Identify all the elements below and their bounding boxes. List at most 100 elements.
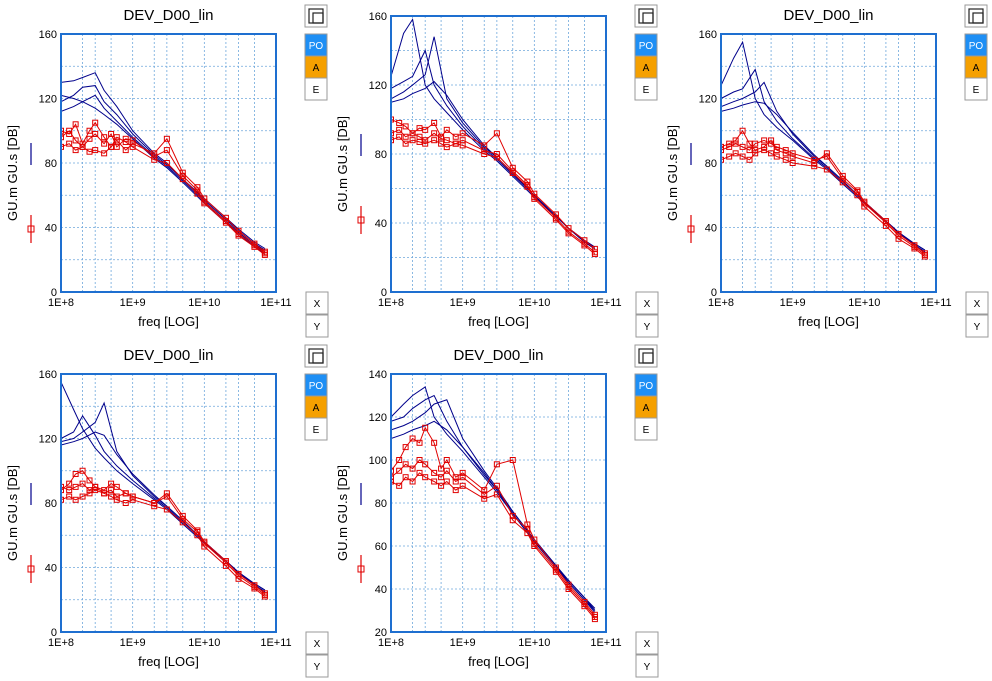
- po-button[interactable]: PO: [304, 33, 328, 57]
- e-button-label: E: [313, 85, 320, 96]
- a-button[interactable]: A: [304, 395, 328, 419]
- legend-gu-m-marker: [27, 565, 35, 573]
- data-point: [409, 137, 416, 144]
- data-point: [773, 153, 780, 160]
- data-point: [396, 467, 403, 474]
- y-tick-label: 120: [699, 94, 717, 106]
- data-point: [552, 568, 559, 575]
- x-axis-button-label: X: [314, 639, 321, 650]
- y-axis-button[interactable]: Y: [635, 654, 659, 678]
- series-line-gu-m-7: [61, 489, 266, 597]
- y-tick-label: 80: [705, 158, 717, 170]
- data-point: [422, 137, 429, 144]
- data-point: [493, 482, 500, 489]
- data-point: [61, 496, 64, 503]
- x-axis-button[interactable]: X: [305, 291, 329, 315]
- data-point: [101, 134, 108, 141]
- data-point: [409, 435, 416, 442]
- x-axis-label: freq [LOG]: [468, 314, 529, 329]
- e-button[interactable]: E: [964, 77, 988, 101]
- data-point: [773, 143, 780, 150]
- x-axis-label: freq [LOG]: [798, 314, 859, 329]
- data-point: [732, 140, 739, 147]
- x-tick-label: 1E+9: [120, 637, 146, 649]
- a-button[interactable]: A: [634, 55, 658, 79]
- data-point: [452, 133, 459, 140]
- data-point: [509, 457, 516, 463]
- data-point: [201, 200, 208, 207]
- data-point: [222, 559, 229, 566]
- data-point: [481, 495, 488, 502]
- y-tick-label: 0: [51, 627, 57, 639]
- e-button[interactable]: E: [304, 77, 328, 101]
- data-point: [86, 135, 93, 142]
- data-point: [431, 439, 438, 446]
- y-axis-button[interactable]: Y: [635, 314, 659, 338]
- data-point: [179, 516, 186, 523]
- x-axis-button[interactable]: X: [635, 631, 659, 655]
- po-button[interactable]: PO: [634, 33, 658, 57]
- data-point: [409, 465, 416, 472]
- y-axis-button[interactable]: Y: [305, 314, 329, 338]
- data-point: [235, 232, 242, 239]
- data-point: [179, 176, 186, 183]
- data-point: [391, 116, 394, 123]
- zoom-box-icon[interactable]: [304, 4, 328, 28]
- y-tick-label: 40: [45, 563, 57, 575]
- data-point: [768, 140, 775, 147]
- x-tick-label: 1E+10: [518, 637, 550, 649]
- data-point: [396, 119, 403, 126]
- data-point: [854, 189, 861, 196]
- series-line-gu-m-6: [61, 130, 266, 254]
- x-axis-button[interactable]: X: [965, 291, 989, 315]
- data-point: [86, 148, 93, 155]
- po-button[interactable]: PO: [634, 373, 658, 397]
- data-point: [416, 469, 423, 476]
- e-button[interactable]: E: [634, 417, 658, 441]
- data-point: [122, 139, 129, 146]
- chart-panel-5: 20 40 60 80 100 120 140 1E+8 1E+9 1E+10 1E+11 DEV_D…: [335, 344, 659, 678]
- data-point: [524, 530, 531, 537]
- y-axis-button[interactable]: Y: [305, 654, 329, 678]
- data-point: [122, 147, 129, 154]
- a-button[interactable]: A: [304, 55, 328, 79]
- e-button[interactable]: E: [634, 77, 658, 101]
- data-point: [61, 134, 64, 141]
- po-button[interactable]: PO: [964, 33, 988, 57]
- data-point: [591, 616, 598, 623]
- zoom-box-icon[interactable]: [964, 4, 988, 28]
- legend-gu-m-marker: [357, 565, 365, 573]
- data-point: [732, 137, 739, 144]
- legend: [357, 134, 365, 234]
- data-point: [443, 457, 450, 463]
- data-point: [443, 467, 450, 474]
- data-point: [761, 143, 768, 150]
- data-point: [416, 439, 423, 446]
- y-axis-button[interactable]: Y: [965, 314, 989, 338]
- a-button-label: A: [643, 403, 650, 414]
- chart-title: DEV_D00_lin: [123, 7, 213, 24]
- data-point: [531, 543, 538, 549]
- po-button[interactable]: PO: [304, 373, 328, 397]
- e-button[interactable]: E: [304, 417, 328, 441]
- data-point: [72, 121, 79, 128]
- data-point: [721, 156, 724, 163]
- e-button-label: E: [973, 85, 980, 96]
- a-button[interactable]: A: [634, 395, 658, 419]
- zoom-box-icon[interactable]: [634, 344, 658, 368]
- a-button[interactable]: A: [964, 55, 988, 79]
- zoom-box-icon[interactable]: [304, 344, 328, 368]
- y-axis-button-label: Y: [974, 322, 981, 333]
- series-line-gu-m-7: [721, 149, 926, 257]
- series-group: [61, 72, 268, 258]
- x-axis-button[interactable]: X: [635, 291, 659, 315]
- data-point: [726, 143, 733, 150]
- zoom-box-icon[interactable]: [634, 4, 658, 28]
- x-axis-button[interactable]: X: [305, 631, 329, 655]
- data-point: [493, 461, 500, 468]
- x-tick-label: 1E+10: [188, 297, 220, 309]
- y-tick-label: 160: [369, 11, 387, 23]
- po-button-label: PO: [309, 381, 324, 392]
- data-point: [222, 562, 229, 569]
- data-point: [92, 483, 99, 490]
